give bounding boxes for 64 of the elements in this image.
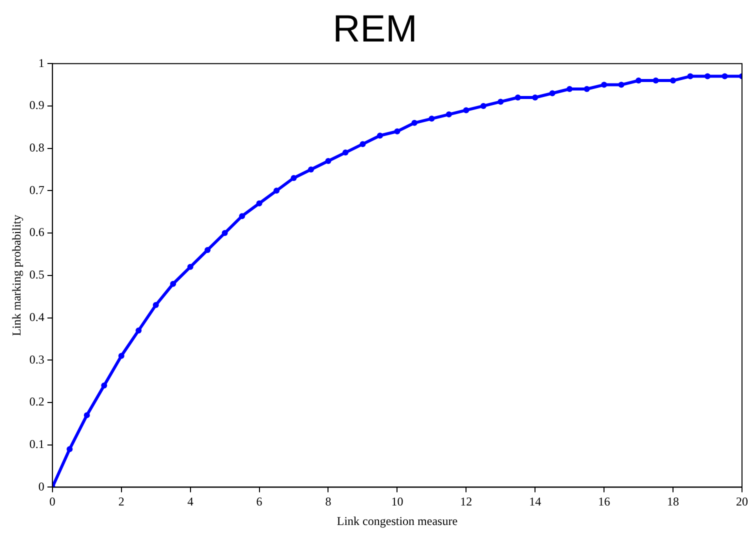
- y-tick-label: 0.4: [29, 310, 44, 324]
- point: [239, 213, 246, 220]
- point: [204, 246, 211, 253]
- point: [101, 382, 108, 389]
- y-tick-label: 0.7: [29, 182, 44, 197]
- point: [187, 264, 194, 270]
- point: [463, 107, 470, 114]
- point: [290, 174, 297, 181]
- x-tick-label: 18: [667, 494, 680, 509]
- point: [670, 78, 676, 84]
- point: [636, 78, 642, 84]
- x-tick-label: 16: [598, 494, 610, 509]
- point: [84, 412, 90, 418]
- point: [722, 73, 728, 80]
- point: [480, 102, 486, 109]
- point: [411, 120, 418, 126]
- point: [549, 90, 556, 96]
- point: [256, 200, 262, 206]
- point: [274, 188, 280, 194]
- point: [532, 94, 538, 100]
- y-tick-label: 0.1: [29, 436, 44, 451]
- point: [308, 166, 314, 172]
- point: [446, 111, 452, 118]
- y-tick-label: 0.5: [29, 268, 44, 282]
- y-tick-label: 0.6: [29, 225, 44, 240]
- y-tick-label: 1: [38, 56, 44, 70]
- point: [498, 98, 504, 105]
- point: [342, 150, 348, 156]
- x-tick-label: 20: [736, 494, 748, 509]
- point: [222, 230, 228, 236]
- point: [601, 82, 608, 88]
- point: [428, 116, 435, 122]
- y-axis-title: Link marking probability: [9, 214, 24, 336]
- x-tick-label: 14: [529, 494, 542, 509]
- point: [376, 132, 383, 139]
- y-tick-label: 0.2: [29, 394, 44, 409]
- x-tick-label: 4: [187, 494, 194, 509]
- point: [118, 352, 124, 359]
- point: [152, 302, 159, 308]
- point: [687, 73, 694, 80]
- x-tick-label: 0: [49, 494, 56, 509]
- point: [325, 158, 332, 164]
- x-tick-label: 10: [391, 494, 404, 509]
- point: [394, 128, 400, 134]
- point: [652, 78, 659, 84]
- x-axis-title: Link congestion measure: [336, 514, 458, 528]
- chart-title: REM: [332, 8, 418, 50]
- point: [704, 73, 711, 80]
- point: [136, 327, 142, 334]
- x-tick-label: 6: [256, 494, 262, 509]
- y-tick-label: 0: [38, 479, 44, 494]
- point: [170, 280, 176, 287]
- point: [514, 94, 521, 100]
- x-tick-label: 12: [460, 494, 472, 509]
- x-tick-label: 2: [118, 494, 124, 509]
- point: [66, 446, 73, 452]
- y-tick-label: 0.3: [29, 352, 44, 366]
- y-tick-label: 0.8: [29, 140, 44, 154]
- y-tick-label: 0.9: [29, 98, 44, 112]
- point: [618, 82, 624, 88]
- point: [584, 86, 590, 92]
- x-tick-label: 8: [325, 494, 332, 509]
- point: [566, 86, 573, 92]
- point: [360, 141, 366, 148]
